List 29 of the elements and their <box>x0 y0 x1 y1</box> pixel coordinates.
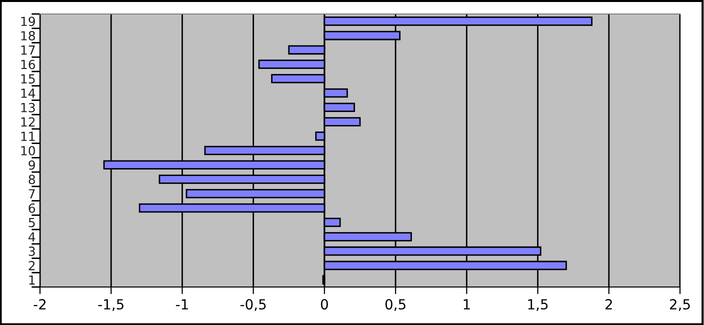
x-tick-label: -1 <box>176 299 188 310</box>
x-tick-label: 2 <box>605 299 612 310</box>
y-tick-label: 17 <box>21 46 35 55</box>
y-tick-label: 16 <box>21 60 36 70</box>
y-tick-label: 12 <box>21 117 35 127</box>
y-tick-label: 11 <box>21 132 35 141</box>
y-tick-label: 8 <box>28 174 35 184</box>
y-tick-label: 2 <box>28 260 35 270</box>
x-tick-label: -2 <box>34 299 46 310</box>
y-tick-label: 13 <box>21 102 35 112</box>
x-tick-label: -0,5 <box>240 299 266 311</box>
x-tick-label: -1,5 <box>98 299 124 311</box>
y-tick-label: 5 <box>28 218 35 228</box>
y-tick-label: 15 <box>21 74 35 84</box>
y-tick-label: 10 <box>21 146 36 156</box>
y-tick-label: 4 <box>28 232 36 242</box>
y-tick-label: 6 <box>28 203 36 213</box>
y-tick-label: 19 <box>21 16 35 26</box>
x-tick-label: 0 <box>320 299 328 310</box>
y-tick-label: 9 <box>28 160 35 170</box>
x-tick-label: 1 <box>464 299 470 310</box>
x-tick-label: 2,5 <box>670 299 690 311</box>
y-tick-label: 1 <box>29 275 35 285</box>
x-tick-label: 0,5 <box>385 299 406 311</box>
y-tick-label: 14 <box>21 88 36 98</box>
y-tick-label: 7 <box>28 189 35 198</box>
y-tick-label: 3 <box>28 246 35 256</box>
x-tick-label: 1,5 <box>528 299 548 311</box>
y-tick-label: 18 <box>21 31 35 40</box>
